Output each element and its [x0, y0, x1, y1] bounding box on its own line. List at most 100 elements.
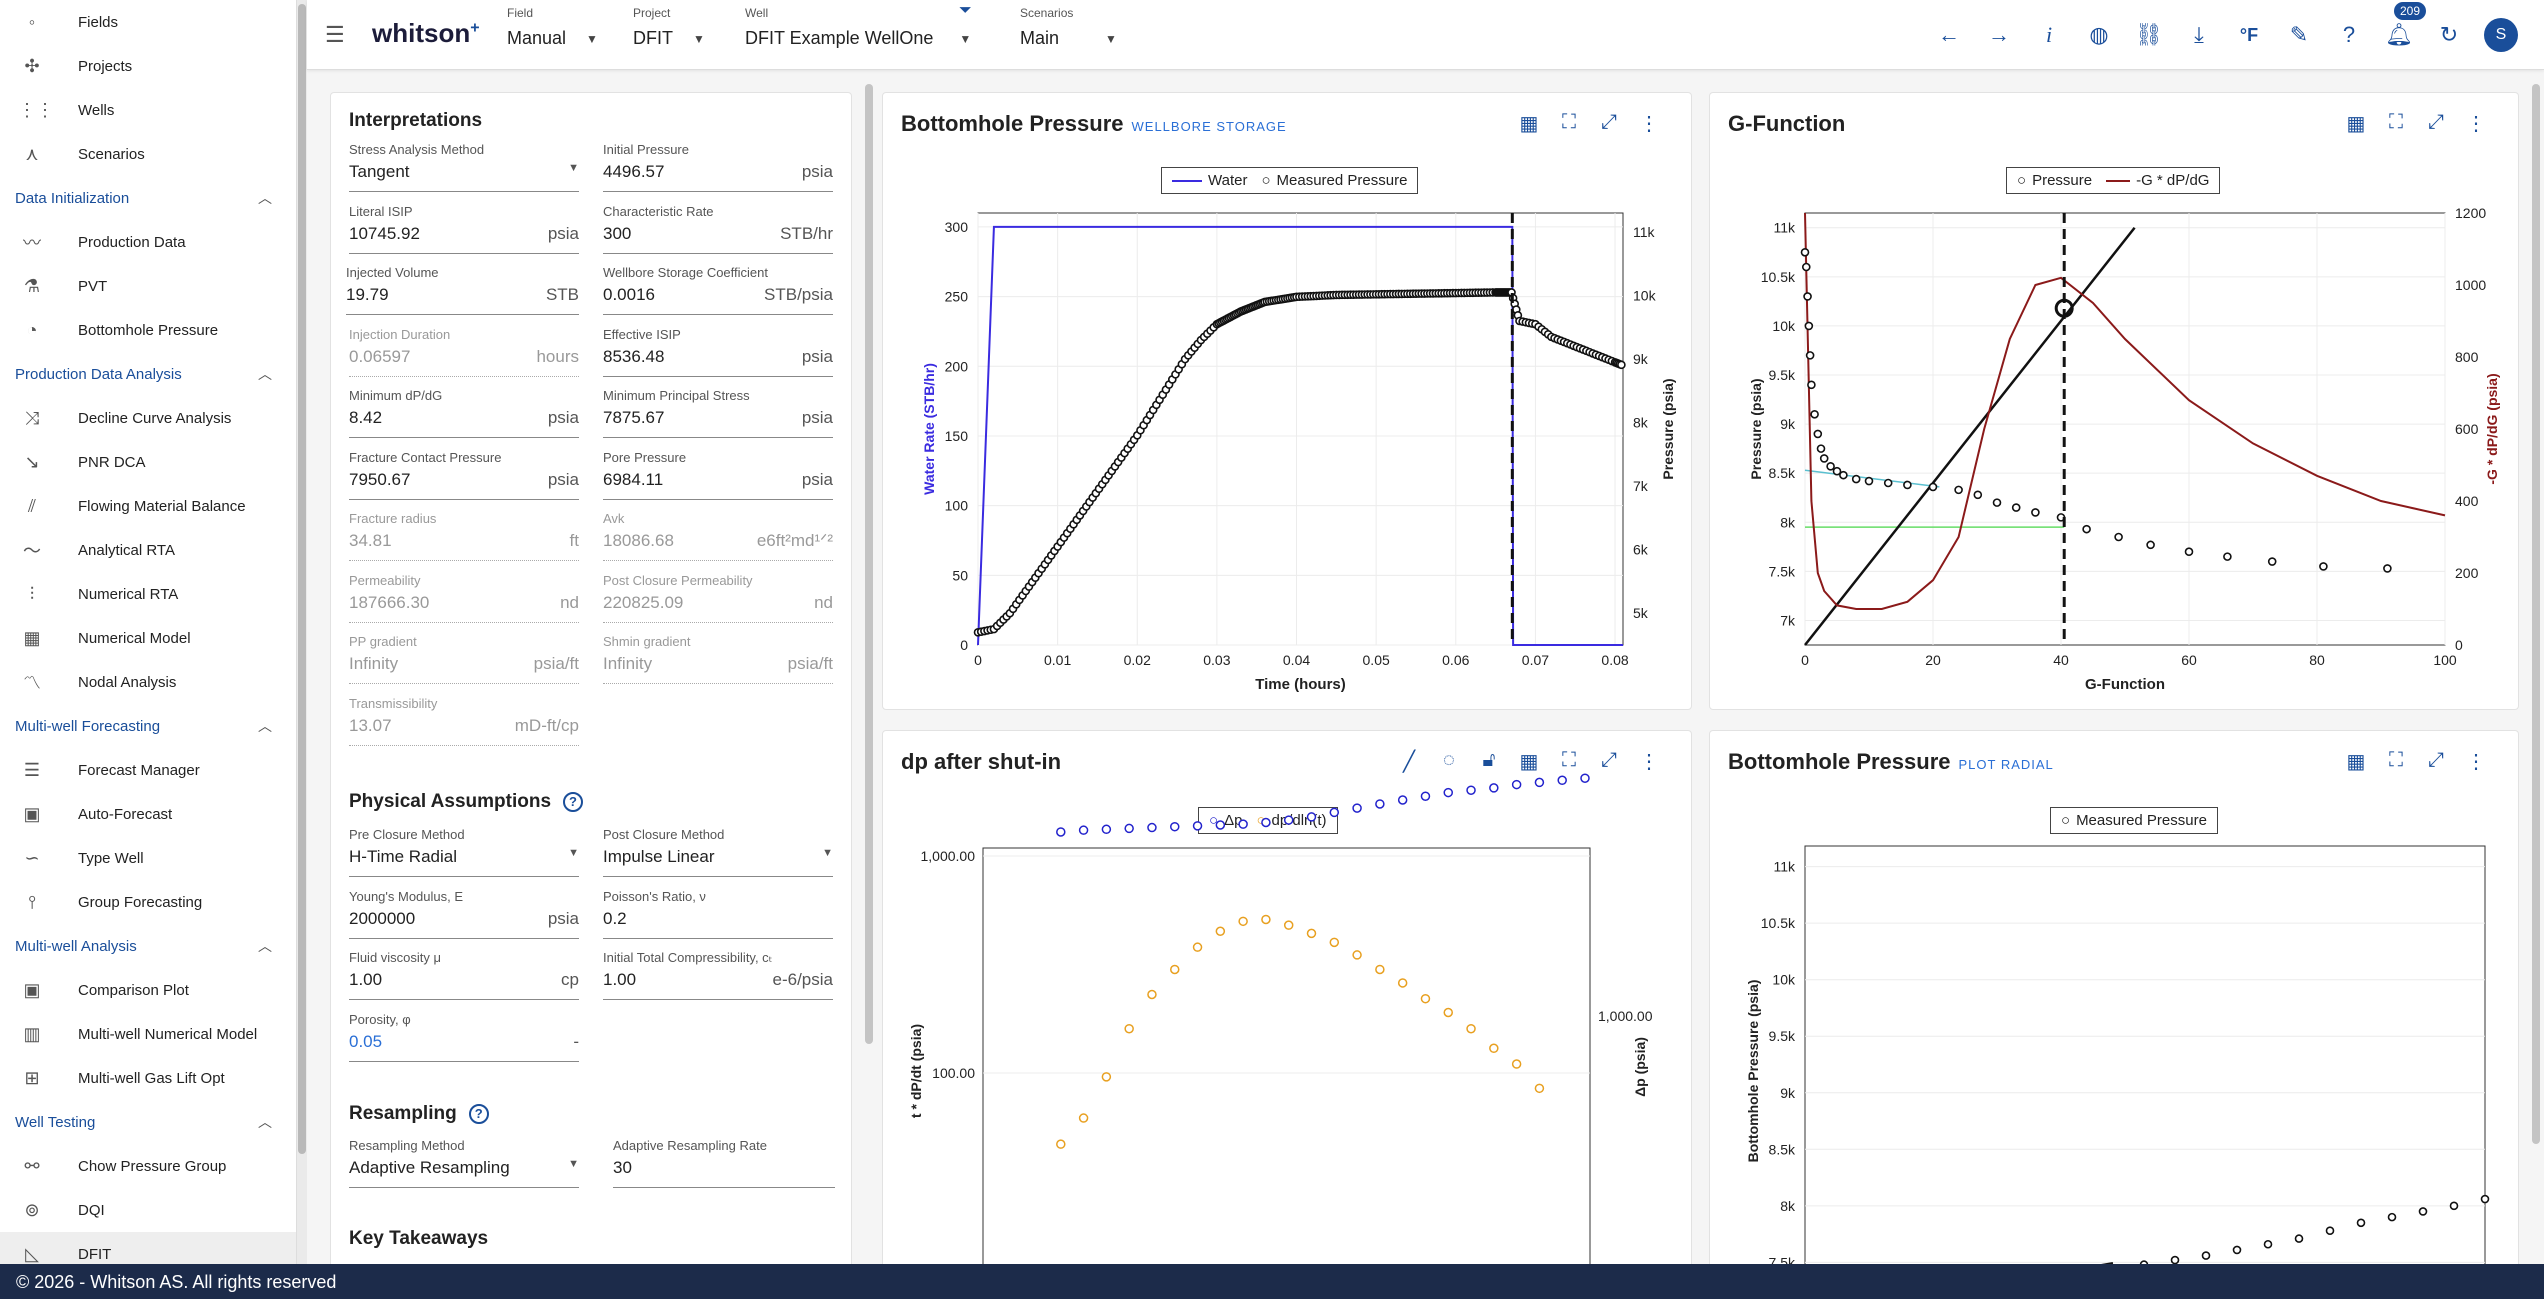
sidebar-section-header[interactable]: Production Data Analysis ︿	[0, 352, 296, 396]
info-icon[interactable]: i	[2045, 22, 2053, 47]
legend-pressure[interactable]: ○ Pressure	[2017, 172, 2092, 189]
legend-dp[interactable]: ○ Δp	[1209, 812, 1242, 829]
table-icon[interactable]: ▦	[1519, 751, 1539, 773]
field-characteristic-rate[interactable]: Characteristic Rate 300 STB/hr	[603, 204, 833, 254]
lock-icon[interactable]: 🔓︎	[1482, 749, 1496, 771]
user-avatar[interactable]: S	[2484, 18, 2518, 52]
notifications-bell-icon[interactable]: 🔔︎ 209	[2384, 2, 2427, 50]
more-vert-icon[interactable]: ⋮	[1639, 113, 1659, 135]
field-initial-pressure[interactable]: Initial Pressure 4496.57 psia	[603, 142, 833, 192]
table-icon[interactable]: ▦	[1519, 113, 1539, 135]
sidebar-item-dqi[interactable]: ⊚ DQI	[0, 1188, 296, 1232]
sidebar-item-auto-forecast[interactable]: ▣ Auto-Forecast	[0, 792, 296, 836]
scenarios-select[interactable]: Scenarios Main ▼	[1020, 6, 1117, 49]
whitson-logo[interactable]: whitson+	[372, 18, 480, 49]
sidebar-item-analytical-rta[interactable]: 〜 Analytical RTA	[0, 528, 296, 572]
sidebar-item-production-data[interactable]: 〰 Production Data	[0, 220, 296, 264]
field-effective-isip[interactable]: Effective ISIP 8536.48 psia	[603, 327, 833, 377]
sidebar-item-multi-well-numerical-model[interactable]: ▥ Multi-well Numerical Model	[0, 1012, 296, 1056]
table-icon[interactable]: ▦	[2346, 113, 2366, 135]
field-pre-closure-method[interactable]: Pre Closure Method H-Time Radial ▼	[349, 827, 579, 877]
legend-measured-pressure[interactable]: ○ Measured Pressure	[2061, 812, 2207, 829]
sidebar-section-header[interactable]: Data Initialization ︿	[0, 176, 296, 220]
fullscreen-icon[interactable]: ⤢	[1601, 111, 1617, 133]
legend-gdpdg[interactable]: -G * dP/dG	[2106, 172, 2209, 189]
link-icon[interactable]: ⛓	[2135, 22, 2163, 47]
field-post-closure-method[interactable]: Post Closure Method Impulse Linear ▼	[603, 827, 833, 877]
sidebar-item-pvt[interactable]: ⚗ PVT	[0, 264, 296, 308]
more-vert-icon[interactable]: ⋮	[2466, 113, 2486, 135]
gfunc-chart[interactable]: 0 20 40 60 80 100 7k 7.5k 8k 8.5k 9k 9.5k 10k 10.5k 11…	[1710, 93, 2519, 710]
sidebar-item-pnr-dca[interactable]: ↘ PNR DCA	[0, 440, 296, 484]
field-stress-analysis-method[interactable]: Stress Analysis Method Tangent ▼	[349, 142, 579, 192]
feedback-icon[interactable]: ✎	[2289, 22, 2309, 47]
filter-icon[interactable]: ⏷	[959, 2, 972, 19]
sidebar-item-multi-well-gas-lift-opt[interactable]: ⊞ Multi-well Gas Lift Opt	[0, 1056, 296, 1100]
legend-measured-pressure[interactable]: ○ Measured Pressure	[1261, 172, 1407, 189]
field-injected-volume[interactable]: Injected Volume 19.79 STB	[346, 265, 579, 315]
well-select[interactable]: Well DFIT Example WellOne ▼	[745, 6, 971, 49]
forward-arrow-icon[interactable]: →	[1988, 22, 2010, 47]
select-icon[interactable]: ⛶	[2389, 111, 2403, 133]
download-icon[interactable]: ⤓	[2194, 22, 2204, 47]
more-vert-icon[interactable]: ⋮	[1639, 751, 1659, 773]
field-minimum-dp-dg[interactable]: Minimum dP/dG 8.42 psia	[349, 388, 579, 438]
back-arrow-icon[interactable]: ←	[1938, 22, 1960, 47]
sidebar-item-fields[interactable]: ◦ Fields	[0, 0, 296, 44]
field-porosity-[interactable]: Porosity, φ 0.05 -	[349, 1012, 579, 1062]
globe-icon[interactable]: ◍	[2089, 22, 2109, 47]
sidebar-item-projects[interactable]: ✣ Projects	[0, 44, 296, 88]
project-select[interactable]: Project DFIT ▼	[633, 6, 705, 49]
sidebar-item-wells[interactable]: ⋮⋮ Wells	[0, 88, 296, 132]
fullscreen-icon[interactable]: ⤢	[2428, 749, 2444, 771]
dp-chart[interactable]: 1,000.00 100.00 1,000.00 t * dP/dt (psia) Δp…	[883, 731, 1692, 1290]
lasso-icon[interactable]: ◌	[1443, 749, 1455, 771]
select-icon[interactable]: ⛶	[2389, 749, 2403, 771]
sidebar-section-header[interactable]: Multi-well Analysis ︿	[0, 924, 296, 968]
sidebar-item-group-forecasting[interactable]: ⫯ Group Forecasting	[0, 880, 296, 924]
field-initial-total-compressibility-c-[interactable]: Initial Total Compressibility, cₜ 1.00 e-6…	[603, 950, 833, 1000]
sidebar-item-decline-curve-analysis[interactable]: ⤨ Decline Curve Analysis	[0, 396, 296, 440]
table-icon[interactable]: ▦	[2346, 751, 2366, 773]
field-fracture-contact-pressure[interactable]: Fracture Contact Pressure 7950.67 psia	[349, 450, 579, 500]
help-circle-icon[interactable]: ?	[563, 791, 584, 812]
field-select[interactable]: Field Manual ▼	[507, 6, 598, 49]
sidebar-item-chow-pressure-group[interactable]: ⚯ Chow Pressure Group	[0, 1144, 296, 1188]
units-icon[interactable]: °F	[2239, 25, 2259, 45]
sidebar-item-nodal-analysis[interactable]: 〽 Nodal Analysis	[0, 660, 296, 704]
field-literal-isip[interactable]: Literal ISIP 10745.92 psia	[349, 204, 579, 254]
fullscreen-icon[interactable]: ⤢	[2428, 111, 2444, 133]
sidebar-section-header[interactable]: Well Testing ︿	[0, 1100, 296, 1144]
select-icon[interactable]: ⛶	[1562, 111, 1576, 133]
sidebar-section-header[interactable]: Multi-well Forecasting ︿	[0, 704, 296, 748]
bhp-chart[interactable]: 0 0.01 0.02 0.03 0.04 0.05 0.06 0.07 0.08 0 50 100 1…	[883, 93, 1692, 710]
sidebar-item-numerical-rta[interactable]: ⫶ Numerical RTA	[0, 572, 296, 616]
sidebar-item-flowing-material-balance[interactable]: ⫽ Flowing Material Balance	[0, 484, 296, 528]
field-pore-pressure[interactable]: Pore Pressure 6984.11 psia	[603, 450, 833, 500]
sidebar-item-bottomhole-pressure[interactable]: ◔ Bottomhole Pressure	[0, 308, 296, 352]
sidebar-item-scenarios[interactable]: ⋏ Scenarios	[0, 132, 296, 176]
sidebar-item-forecast-manager[interactable]: ☰ Forecast Manager	[0, 748, 296, 792]
field-poisson-s-ratio-[interactable]: Poisson's Ratio, ν 0.2	[603, 889, 833, 939]
sidebar-item-comparison-plot[interactable]: ▣ Comparison Plot	[0, 968, 296, 1012]
draw-line-icon[interactable]: ╱	[1402, 751, 1416, 773]
help-circle-icon[interactable]: ?	[468, 1103, 489, 1124]
field-adaptive-resampling-rate[interactable]: Adaptive Resampling Rate 30	[613, 1138, 835, 1188]
legend-water[interactable]: Water	[1172, 172, 1247, 189]
field-wellbore-storage-coefficient[interactable]: Wellbore Storage Coefficient 0.0016 STB/ps…	[603, 265, 833, 315]
select-icon[interactable]: ⛶	[1562, 749, 1576, 771]
field-resampling-method[interactable]: Resampling Method Adaptive Resampling ▼	[349, 1138, 579, 1188]
more-vert-icon[interactable]: ⋮	[2466, 751, 2486, 773]
refresh-icon[interactable]: ↻	[2439, 22, 2459, 47]
sidebar-item-dfit[interactable]: ◺ DFIT	[0, 1232, 296, 1264]
field-minimum-principal-stress[interactable]: Minimum Principal Stress 7875.67 psia	[603, 388, 833, 438]
field-fluid-viscosity-[interactable]: Fluid viscosity μ 1.00 cp	[349, 950, 579, 1000]
sidebar-item-numerical-model[interactable]: ▦ Numerical Model	[0, 616, 296, 660]
help-icon[interactable]: ?	[2342, 22, 2356, 47]
sidebar-scrollbar[interactable]	[297, 0, 307, 1264]
fullscreen-icon[interactable]: ⤢	[1601, 749, 1617, 771]
sidebar-scroll-thumb[interactable]	[298, 4, 306, 1154]
field-young-s-modulus-e[interactable]: Young's Modulus, E 2000000 psia	[349, 889, 579, 939]
page-scrollbar[interactable]	[2532, 84, 2540, 1144]
